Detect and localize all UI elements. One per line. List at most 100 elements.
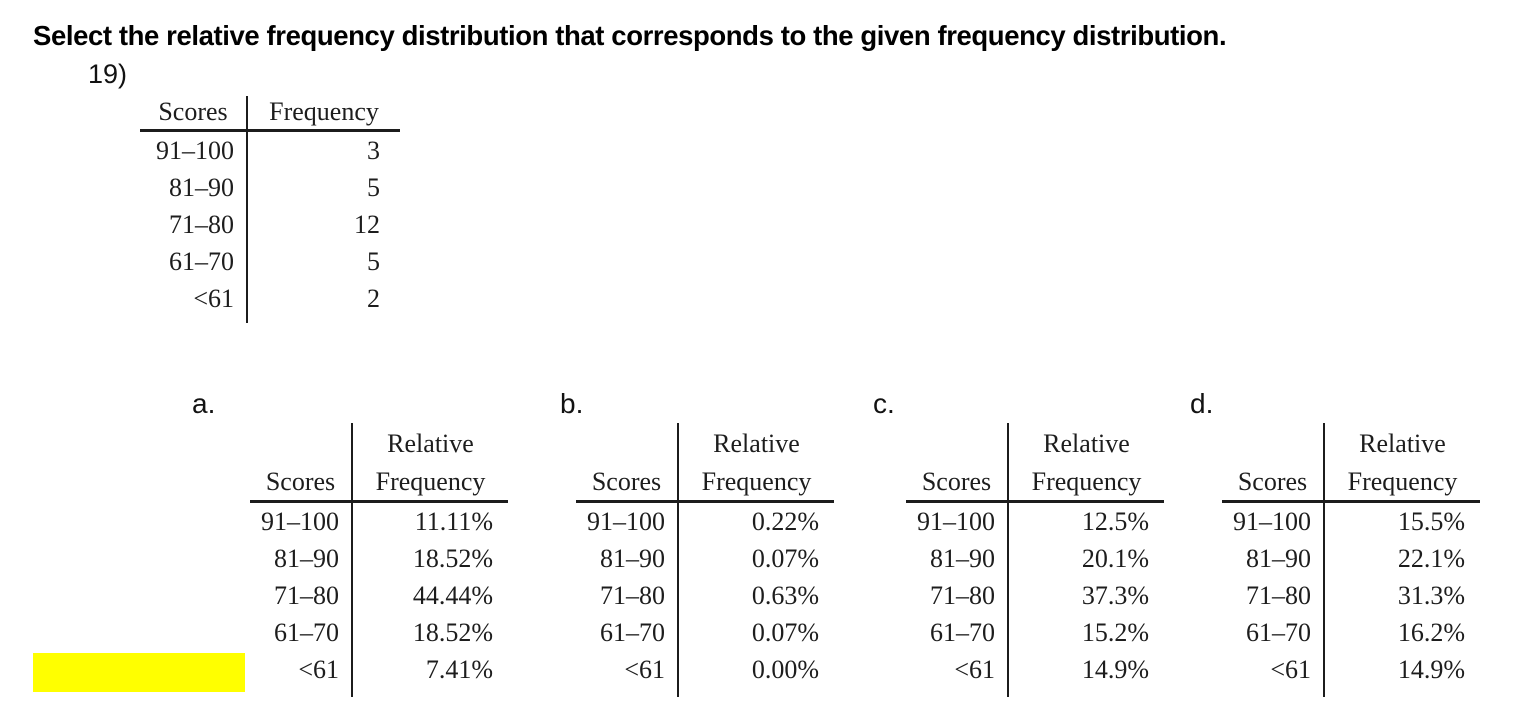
scores-cell: 61–70 bbox=[600, 617, 665, 647]
option-d-header-row: Scores Frequency bbox=[1222, 465, 1480, 503]
scores-cell: 81–90 bbox=[930, 543, 995, 573]
scores-cell: 81–90 bbox=[1246, 543, 1311, 573]
table-row: 91–100 15.5% bbox=[1222, 501, 1480, 540]
scores-cell: <61 bbox=[954, 654, 995, 684]
value-cell: 14.9% bbox=[1007, 650, 1164, 688]
value-cell: 0.07% bbox=[677, 613, 834, 651]
value-cell: 37.3% bbox=[1007, 576, 1164, 614]
table-spacer-row bbox=[576, 687, 834, 697]
value-cell: 3 bbox=[246, 130, 400, 169]
value-cell: 5 bbox=[246, 242, 400, 280]
scores-cell: <61 bbox=[1270, 654, 1311, 684]
option-c-header-row: Scores Frequency bbox=[906, 465, 1164, 503]
table-row: 91–100 12.5% bbox=[906, 501, 1164, 540]
value-cell: 7.41% bbox=[351, 650, 508, 688]
scores-cell: 61–70 bbox=[274, 617, 339, 647]
option-a-header-frequency: Frequency bbox=[351, 465, 508, 503]
table-row: 91–100 3 bbox=[140, 130, 400, 169]
table-spacer-row bbox=[250, 687, 508, 697]
value-cell: 12.5% bbox=[1007, 501, 1164, 540]
value-cell: 14.9% bbox=[1323, 650, 1480, 688]
scores-cell: 81–90 bbox=[600, 543, 665, 573]
question-prompt: Select the relative frequency distributi… bbox=[33, 20, 1227, 51]
empty-header-cell bbox=[906, 423, 1008, 465]
answer-highlight bbox=[33, 653, 245, 692]
option-d-header-scores: Scores bbox=[1222, 465, 1324, 503]
value-cell: 0.07% bbox=[677, 539, 834, 577]
table-row: 61–70 16.2% bbox=[1222, 613, 1480, 651]
value-cell: 5 bbox=[246, 168, 400, 206]
option-d-label[interactable]: d. bbox=[1190, 388, 1214, 419]
option-a-header-scores: Scores bbox=[250, 465, 352, 503]
table-spacer-row bbox=[906, 687, 1164, 697]
value-cell: 11.11% bbox=[351, 501, 508, 540]
option-a-table: Relative Scores Frequency 91–100 11.11% 81… bbox=[250, 423, 508, 697]
option-c-header-scores: Scores bbox=[906, 465, 1008, 503]
value-cell: 20.1% bbox=[1007, 539, 1164, 577]
value-cell: 44.44% bbox=[351, 576, 508, 614]
scores-cell: 61–70 bbox=[1246, 617, 1311, 647]
option-d-header-frequency: Frequency bbox=[1323, 465, 1480, 503]
scores-cell: 71–80 bbox=[600, 580, 665, 610]
table-row: 91–100 11.11% bbox=[250, 501, 508, 540]
table-row: <61 14.9% bbox=[906, 650, 1164, 688]
scores-cell: 81–90 bbox=[274, 543, 339, 573]
question-number: 19) bbox=[88, 59, 128, 89]
table-row: 61–70 18.52% bbox=[250, 613, 508, 651]
option-b-label[interactable]: b. bbox=[560, 388, 584, 419]
scores-cell: <61 bbox=[624, 654, 665, 684]
value-cell: 16.2% bbox=[1323, 613, 1480, 651]
option-a-header-row: Scores Frequency bbox=[250, 465, 508, 503]
value-cell: 15.5% bbox=[1323, 501, 1480, 540]
scores-cell: 71–80 bbox=[1246, 580, 1311, 610]
table-row: 81–90 20.1% bbox=[906, 539, 1164, 577]
table-row: 81–90 0.07% bbox=[576, 539, 834, 577]
table-spacer-row bbox=[140, 316, 400, 323]
value-cell: 31.3% bbox=[1323, 576, 1480, 614]
table-row: 91–100 0.22% bbox=[576, 501, 834, 540]
option-b-header-row: Scores Frequency bbox=[576, 465, 834, 503]
scores-cell: 71–80 bbox=[274, 580, 339, 610]
frequency-table-header-scores: Scores bbox=[140, 96, 247, 132]
option-a-header-relative: Relative bbox=[351, 423, 508, 465]
table-spacer-row bbox=[1222, 687, 1480, 697]
value-cell: 2 bbox=[246, 279, 400, 317]
scores-cell: 71–80 bbox=[169, 209, 234, 239]
scores-cell: 81–90 bbox=[169, 172, 234, 202]
empty-header-cell bbox=[576, 423, 678, 465]
option-a-label[interactable]: a. bbox=[192, 388, 216, 419]
table-row: <61 14.9% bbox=[1222, 650, 1480, 688]
empty-header-cell bbox=[1222, 423, 1324, 465]
option-c-table: Relative Scores Frequency 91–100 12.5% 81–… bbox=[906, 423, 1164, 697]
table-row: <61 0.00% bbox=[576, 650, 834, 688]
scores-cell: 91–100 bbox=[917, 506, 995, 536]
option-c-header-relative: Relative bbox=[1007, 423, 1164, 465]
value-cell: 22.1% bbox=[1323, 539, 1480, 577]
frequency-table-header-frequency: Frequency bbox=[246, 96, 400, 132]
scores-cell: 71–80 bbox=[930, 580, 995, 610]
option-b-relative-row: Relative bbox=[576, 423, 834, 465]
scores-cell: <61 bbox=[298, 654, 339, 684]
option-c-relative-row: Relative bbox=[906, 423, 1164, 465]
value-cell: 12 bbox=[246, 205, 400, 243]
value-cell: 0.63% bbox=[677, 576, 834, 614]
table-row: <61 2 bbox=[140, 279, 400, 317]
table-row: 81–90 22.1% bbox=[1222, 539, 1480, 577]
empty-header-cell bbox=[250, 423, 352, 465]
table-row: <61 7.41% bbox=[250, 650, 508, 688]
option-c-label[interactable]: c. bbox=[873, 388, 895, 419]
value-cell: 0.00% bbox=[677, 650, 834, 688]
scores-cell: 91–100 bbox=[156, 135, 234, 165]
scores-cell: 91–100 bbox=[1233, 506, 1311, 536]
table-row: 61–70 5 bbox=[140, 242, 400, 280]
value-cell: 18.52% bbox=[351, 613, 508, 651]
table-row: 71–80 12 bbox=[140, 205, 400, 243]
option-b-header-scores: Scores bbox=[576, 465, 678, 503]
table-row: 71–80 44.44% bbox=[250, 576, 508, 614]
scores-cell: 91–100 bbox=[261, 506, 339, 536]
frequency-table-header-row: Scores Frequency bbox=[140, 96, 400, 132]
scores-cell: 91–100 bbox=[587, 506, 665, 536]
table-row: 71–80 37.3% bbox=[906, 576, 1164, 614]
option-d-header-relative: Relative bbox=[1323, 423, 1480, 465]
